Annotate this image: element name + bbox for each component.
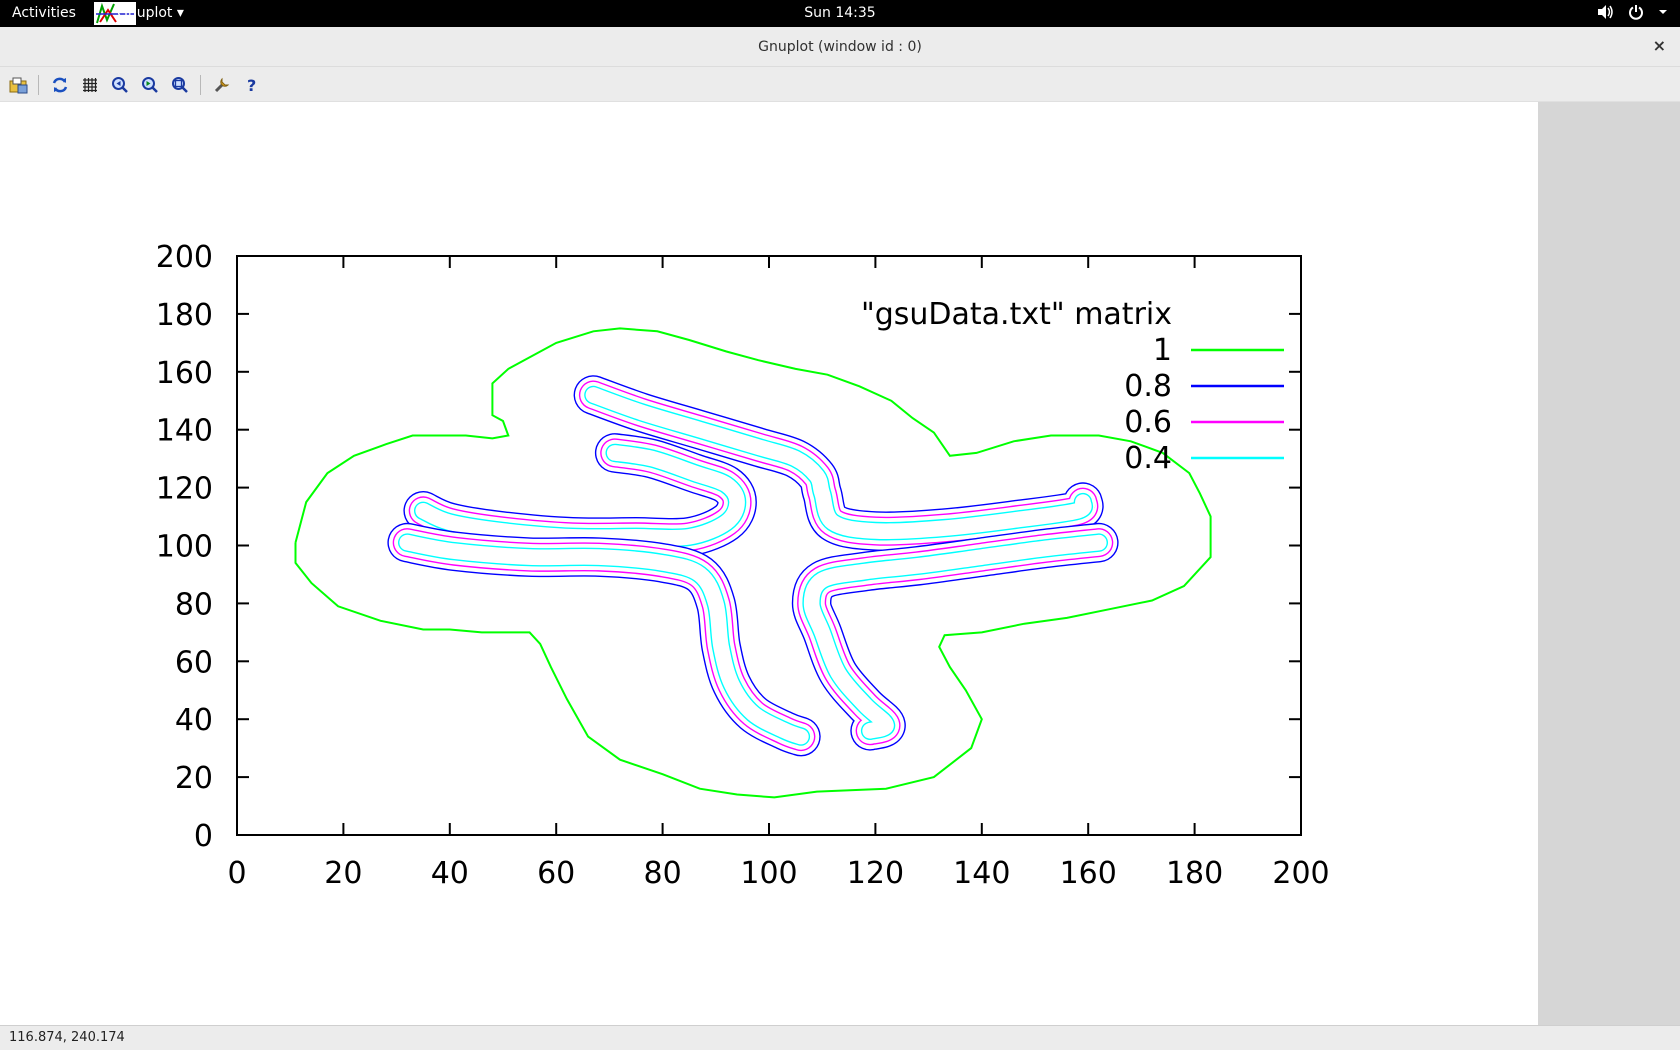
replot-icon bbox=[52, 77, 68, 93]
contour-plot[interactable]: 0 20 40 60 80 100 120 140 160 180 200 0 20 40 60 80 100 1… bbox=[0, 102, 1538, 1025]
system-tray[interactable] bbox=[1596, 4, 1668, 20]
y-tick-label: 160 bbox=[156, 356, 213, 391]
y-tick-label: 80 bbox=[175, 587, 213, 622]
zoom-next-icon bbox=[142, 77, 158, 93]
y-tick-label: 20 bbox=[175, 761, 213, 796]
legend-label: 0.6 bbox=[1124, 405, 1172, 440]
window-title: Gnuplot (window id : 0) bbox=[758, 39, 922, 55]
y-tick-label: 100 bbox=[156, 530, 213, 565]
window-title-bar[interactable]: Gnuplot (window id : 0) × bbox=[0, 27, 1680, 67]
x-tick-label: 180 bbox=[1166, 856, 1223, 891]
x-tick-label: 60 bbox=[537, 856, 575, 891]
svg-text:?: ? bbox=[247, 76, 256, 94]
y-tick-label: 180 bbox=[156, 298, 213, 333]
contour-level-1 bbox=[294, 327, 1212, 799]
contour-fill-0-4 bbox=[803, 534, 1107, 739]
autoscale-button[interactable] bbox=[169, 74, 191, 96]
app-menu[interactable]: Gnuplot ▾ bbox=[117, 5, 184, 21]
x-tick-label: 80 bbox=[644, 856, 682, 891]
x-tick-label: 120 bbox=[847, 856, 904, 891]
help-button[interactable]: ? bbox=[241, 74, 263, 96]
contour-fill-0-4 bbox=[399, 534, 809, 745]
cursor-coordinates: 116.874, 240.174 bbox=[9, 1030, 125, 1045]
autoscale-icon bbox=[172, 77, 188, 93]
legend-label: 0.8 bbox=[1124, 369, 1172, 404]
y-tick-label: 40 bbox=[175, 703, 213, 738]
canvas-margin bbox=[1538, 102, 1680, 1025]
contour-fill-0-4 bbox=[585, 387, 1092, 540]
y-tick-label: 120 bbox=[156, 472, 213, 507]
close-button[interactable]: × bbox=[1652, 36, 1666, 55]
legend-label: 1 bbox=[1153, 333, 1172, 368]
legend-title: "gsuData.txt" matrix bbox=[861, 297, 1172, 332]
settings-icon bbox=[214, 77, 230, 93]
zoom-previous-button[interactable] bbox=[109, 74, 131, 96]
x-tick-label: 140 bbox=[953, 856, 1010, 891]
y-tick-label: 0 bbox=[194, 819, 213, 854]
export-button[interactable] bbox=[8, 74, 30, 96]
contour-fill-0-4 bbox=[415, 445, 745, 546]
status-bar: 116.874, 240.174 bbox=[0, 1025, 1680, 1050]
y-tick-label: 60 bbox=[175, 645, 213, 680]
settings-button[interactable] bbox=[211, 74, 233, 96]
y-tick-label: 200 bbox=[156, 240, 213, 275]
chevron-down-icon[interactable] bbox=[1658, 4, 1668, 20]
x-tick-label: 100 bbox=[740, 856, 797, 891]
system-top-bar: Activities Gnuplot ▾ Sun 14:35 bbox=[0, 0, 1680, 27]
right-lower-arm bbox=[791, 522, 1119, 751]
upper-diagonal-arm bbox=[573, 375, 1104, 552]
activities-button[interactable]: Activities bbox=[12, 5, 76, 21]
replot-button[interactable] bbox=[49, 74, 71, 96]
x-tick-label: 200 bbox=[1272, 856, 1329, 891]
grid-button[interactable] bbox=[79, 74, 101, 96]
plot-canvas[interactable]: 0 20 40 60 80 100 120 140 160 180 200 0 20 40 60 80 100 1… bbox=[0, 102, 1538, 1025]
x-tick-label: 40 bbox=[431, 856, 469, 891]
help-icon: ? bbox=[247, 76, 256, 94]
left-lower-arm bbox=[387, 522, 821, 757]
middle-curl-arm bbox=[403, 433, 757, 558]
clock[interactable]: Sun 14:35 bbox=[804, 5, 876, 21]
x-tick-label: 0 bbox=[227, 856, 246, 891]
gnuplot-app-icon[interactable] bbox=[94, 2, 136, 25]
export-icon bbox=[9, 77, 28, 94]
zoom-previous-icon bbox=[112, 77, 128, 93]
speaker-icon[interactable] bbox=[1596, 4, 1614, 20]
toolbar: ? bbox=[0, 67, 1680, 102]
x-tick-label: 20 bbox=[324, 856, 362, 891]
zoom-next-button[interactable] bbox=[139, 74, 161, 96]
grid-icon bbox=[83, 78, 97, 92]
legend-label: 0.4 bbox=[1124, 441, 1172, 476]
x-tick-label: 160 bbox=[1060, 856, 1117, 891]
y-tick-label: 140 bbox=[156, 414, 213, 449]
power-icon[interactable] bbox=[1628, 4, 1644, 20]
